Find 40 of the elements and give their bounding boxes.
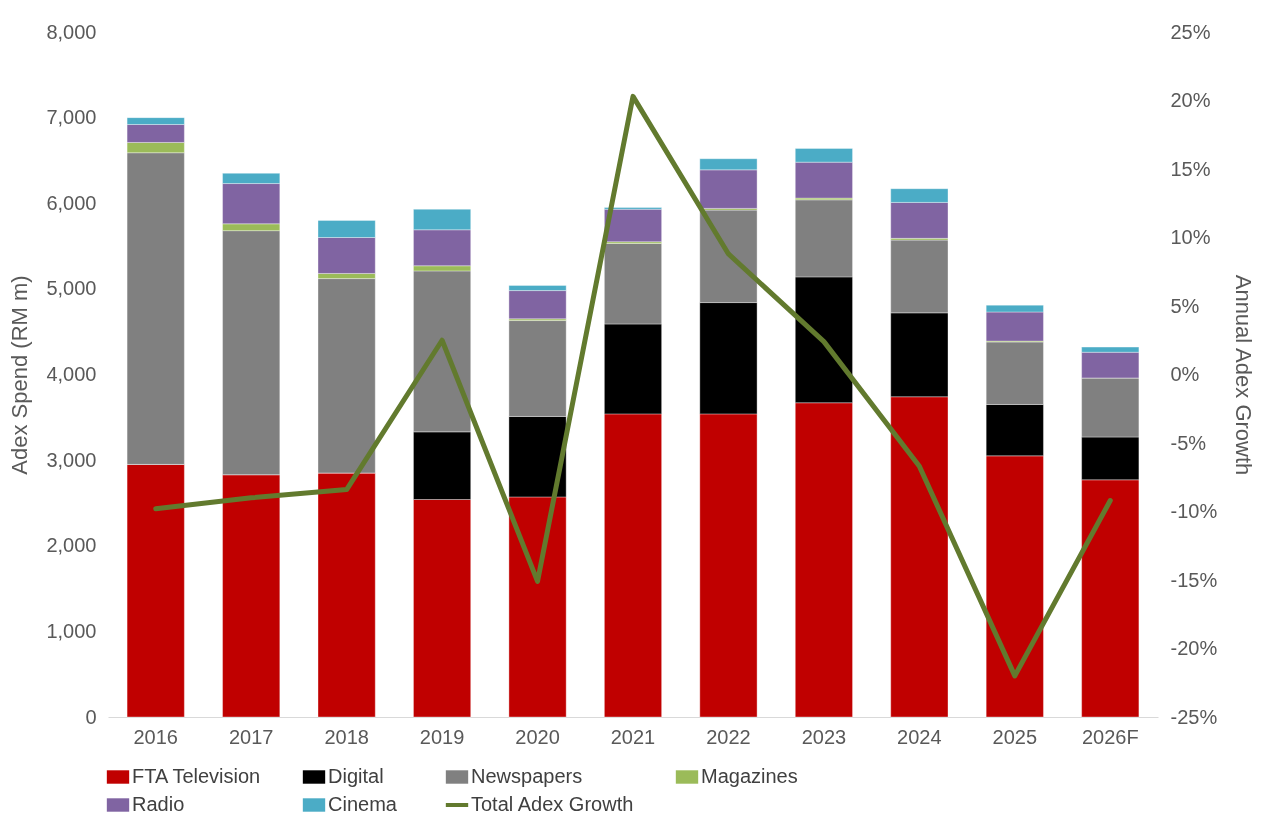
y2-tick-label: -25% [1170,705,1218,728]
y2-tick-label: -5% [1170,431,1207,454]
y2-axis-title: Annual Adex Growth [1231,274,1257,476]
legend-label: Cinema [328,793,398,815]
y-tick-label: 0 [85,705,97,728]
x-tick-label: 2022 [706,725,751,748]
x-tick-label: 2023 [801,725,847,748]
y-tick-label: 4,000 [46,363,97,385]
legend-label: FTA Television [132,765,261,787]
y-tick-label: 6,000 [46,191,97,214]
x-tick-label: 2026F [1081,725,1139,748]
x-tick-label: 2018 [324,725,369,748]
x-tick-label: 2019 [419,725,465,748]
y2-tick-label: -15% [1170,568,1218,591]
legend-label: Total Adex Growth [471,793,634,815]
x-tick-label: 2017 [228,725,274,748]
x-tick-label: 2016 [133,725,178,748]
y2-tick-label: 5% [1170,294,1200,317]
y2-tick-label: 25% [1170,20,1211,43]
y-tick-label: 8,000 [46,20,97,43]
y2-tick-label: 0% [1170,363,1200,385]
y2-tick-label: 15% [1170,157,1211,180]
x-tick-label: 2021 [610,725,656,748]
y-tick-label: 5,000 [46,277,97,300]
y2-tick-label: -20% [1170,637,1218,659]
y-tick-label: 2,000 [46,534,97,557]
x-tick-label: 2025 [992,725,1038,748]
y-tick-label: 1,000 [46,619,97,642]
y2-tick-label: -10% [1170,500,1218,522]
y-tick-label: 3,000 [46,448,97,471]
y2-tick-label: 20% [1170,89,1211,111]
y-tick-label: 7,000 [46,106,97,129]
legend-label: Magazines [701,765,798,787]
y2-tick-label: 10% [1170,226,1211,248]
x-tick-label: 2020 [515,725,560,748]
legend-label: Newspapers [471,765,583,787]
legend-label: Digital [328,765,384,787]
legend-label: Radio [132,793,185,815]
y-axis-title: Adex Spend (RM m) [7,275,33,475]
x-tick-label: 2024 [897,725,942,748]
